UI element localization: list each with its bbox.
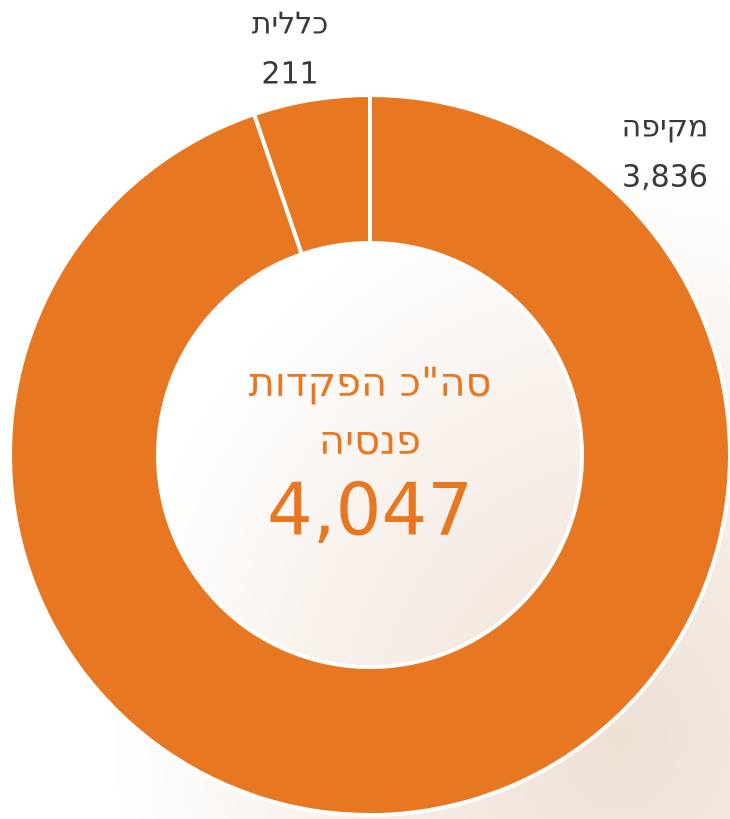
donut-slice xyxy=(8,92,730,817)
donut-slice xyxy=(251,92,372,257)
center-title: פנסיה xyxy=(319,418,421,464)
slice-label: מקיפה xyxy=(622,110,709,145)
center-title: סה"כ הפקדות xyxy=(249,360,492,406)
slice-label: כללית xyxy=(252,7,328,42)
center-total: 4,047 xyxy=(267,468,473,552)
slice-value: 211 xyxy=(261,57,318,92)
slice-value: 3,836 xyxy=(622,160,708,195)
donut xyxy=(8,92,730,817)
